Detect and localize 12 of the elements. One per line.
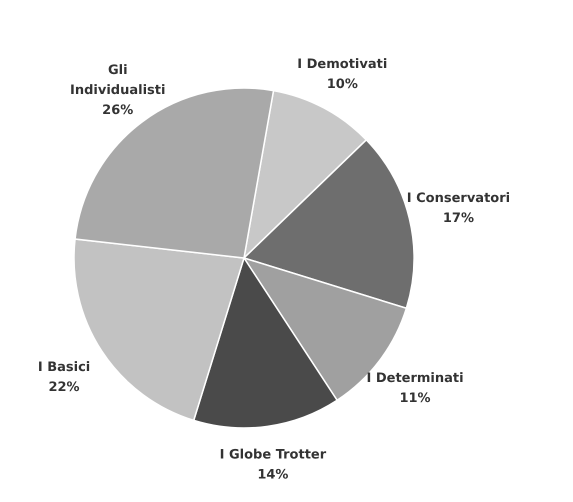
data-label: 22%	[48, 380, 80, 395]
data-label: 14%	[257, 468, 288, 483]
slice-label: Gli Individualisti	[70, 63, 166, 98]
slice-label: I Determinati	[366, 370, 464, 386]
data-label: 10%	[326, 77, 358, 92]
slice-label: I Conservatori	[406, 190, 510, 206]
slice-label: I Globe Trotter	[220, 448, 327, 463]
data-label: 26%	[102, 103, 134, 118]
slice-label: I Basici	[38, 360, 90, 375]
slice-label: I Demotivati	[297, 57, 388, 72]
data-label: 17%	[442, 210, 474, 226]
data-label: 11%	[399, 390, 431, 406]
